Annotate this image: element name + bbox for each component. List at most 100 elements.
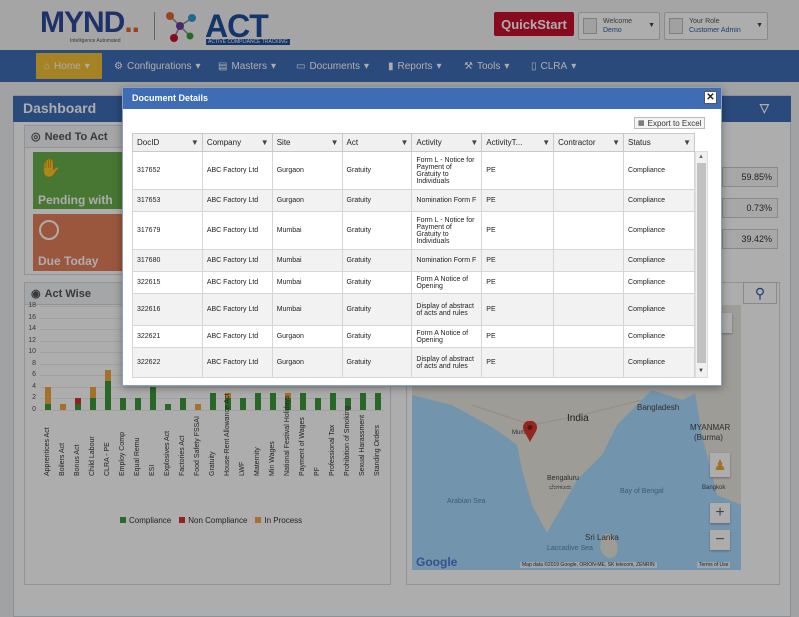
bar-compliance[interactable] <box>224 398 231 410</box>
bar-compliance[interactable] <box>119 398 126 410</box>
filter-icon[interactable]: ▼ <box>330 138 339 147</box>
bar-compliance[interactable] <box>329 392 336 410</box>
table-row[interactable]: 317680 ABC Factory Ltd Mumbai Gratuity Nomin… <box>132 249 695 272</box>
zoom-out-button[interactable]: − <box>710 530 730 550</box>
y-tick-label: 8 <box>32 359 36 367</box>
bar-compliance[interactable] <box>164 404 171 410</box>
table-row[interactable]: 322622 ABC Factory Ltd Gurgaon Gratuity Disp… <box>132 347 695 378</box>
bar-compliance[interactable] <box>74 404 81 410</box>
role-value: Customer Admin <box>689 27 741 34</box>
nav-masters[interactable]: ▤ Masters ▾ <box>218 60 277 72</box>
nav-home[interactable]: ⌂ Home ▾ <box>36 53 102 79</box>
act-tagline: ACTIVE COMPLIANCE TRACKING <box>206 39 290 45</box>
y-tick-label: 0 <box>32 406 36 413</box>
table-cell: Form L - Notice for Payment of Gratuity … <box>411 151 483 190</box>
bar-compliance[interactable] <box>254 392 261 410</box>
bar-compliance[interactable] <box>104 381 111 410</box>
column-header[interactable]: DocID ▼ <box>132 133 203 152</box>
welcome-user-menu[interactable]: Welcome Demo ▼ <box>578 12 660 40</box>
bar-in-process[interactable] <box>44 386 51 405</box>
bar-compliance[interactable] <box>89 398 96 410</box>
bar-compliance[interactable] <box>344 398 351 410</box>
column-header[interactable]: Activity ▼ <box>411 133 483 152</box>
table-cell: 317653 <box>132 189 203 212</box>
bar-non-compliance[interactable] <box>74 398 81 405</box>
table-row[interactable]: 317652 ABC Factory Ltd Gurgaon Gratuity Form… <box>132 151 695 190</box>
bar-compliance[interactable] <box>284 398 291 410</box>
filter-icon[interactable]: ▼ <box>190 138 199 147</box>
bar-compliance[interactable] <box>134 398 141 410</box>
column-header[interactable]: Company ▼ <box>201 133 273 152</box>
nav-reports[interactable]: ▮ Reports ▾ <box>388 60 442 72</box>
map-label-laccadive: Laccadive Sea <box>547 545 593 552</box>
bar-compliance[interactable] <box>299 392 306 410</box>
bar-in-process[interactable] <box>89 386 96 399</box>
table-cell: Gratuity <box>341 293 413 326</box>
table-row[interactable]: 317679 ABC Factory Ltd Mumbai Gratuity Form … <box>132 211 695 250</box>
bar-in-process[interactable] <box>224 392 231 399</box>
bar-in-process[interactable] <box>59 404 66 410</box>
role-menu[interactable]: Your Role Customer Admin ▼ <box>664 12 768 40</box>
bar-compliance[interactable] <box>179 398 186 410</box>
pending-with-tile[interactable]: ✋ Pending with <box>33 152 123 209</box>
welcome-user: Demo <box>603 27 622 34</box>
table-cell <box>553 211 625 250</box>
zoom-in-button[interactable]: + <box>710 503 730 523</box>
clock-icon <box>39 220 59 240</box>
filter-icon[interactable]: ▼ <box>542 138 551 147</box>
legend-item[interactable]: In Process <box>255 516 302 525</box>
column-header[interactable]: Status ▼ <box>623 133 695 152</box>
excel-icon: ▦ <box>638 120 645 127</box>
filter-icon[interactable]: ▼ <box>260 138 269 147</box>
bar-compliance[interactable] <box>239 398 246 410</box>
due-today-tile[interactable]: Due Today <box>33 214 123 271</box>
legend-swatch <box>179 517 186 523</box>
nav-tools[interactable]: ⚒ Tools ▾ <box>464 60 510 72</box>
bar-in-process[interactable] <box>104 369 111 382</box>
close-button[interactable]: ✕ <box>704 91 717 104</box>
table-row[interactable]: 322616 ABC Factory Ltd Mumbai Gratuity Displ… <box>132 293 695 326</box>
nav-configurations[interactable]: ⚙ Configurations ▾ <box>114 60 201 72</box>
export-to-excel-button[interactable]: ▦ Export to Excel <box>634 117 706 129</box>
table-cell: Gratuity <box>341 347 413 378</box>
filter-icon[interactable]: ▼ <box>470 138 479 147</box>
nav-clra[interactable]: ▯ CLRA ▾ <box>531 60 577 72</box>
table-cell: Form A Notice of Opening <box>411 325 483 348</box>
bar-compliance[interactable] <box>269 392 276 410</box>
nav-documents[interactable]: ▭ Documents ▾ <box>296 60 370 72</box>
table-row[interactable]: 317653 ABC Factory Ltd Gurgaon Gratuity Nomi… <box>132 189 695 212</box>
bar-in-process[interactable] <box>284 392 291 399</box>
legend-item[interactable]: Compliance <box>120 516 171 525</box>
table-cell: Nomination Form F <box>411 189 483 212</box>
legend-item[interactable]: Non Compliance <box>179 516 247 525</box>
column-header[interactable]: Contractor ▼ <box>553 133 625 152</box>
document-grid: DocID ▼ Company ▼ Site ▼ Act ▼ Activity ▼ Activity… <box>132 133 695 378</box>
filter-icon[interactable]: ▽ <box>759 101 769 115</box>
pegman-icon[interactable]: ♟ <box>710 453 730 477</box>
filter-icon[interactable]: ▼ <box>400 138 409 147</box>
bar-compliance[interactable] <box>209 392 216 410</box>
column-header[interactable]: ActivityT... ▼ <box>481 133 555 152</box>
y-tick-label: 6 <box>32 371 36 379</box>
table-row[interactable]: 322615 ABC Factory Ltd Mumbai Gratuity Form … <box>132 271 695 294</box>
location-pin-icon[interactable]: ⚲ <box>743 282 777 304</box>
map-marker-icon[interactable] <box>523 421 537 443</box>
scroll-up-icon[interactable]: ▲ <box>698 154 704 160</box>
scroll-down-icon[interactable]: ▼ <box>698 368 704 374</box>
bar-compliance[interactable] <box>44 404 51 410</box>
map-terms-link[interactable]: Terms of Use <box>697 562 731 568</box>
folder-icon: ▭ <box>296 60 306 72</box>
quickstart-button[interactable]: QuickStart <box>494 12 574 36</box>
bar-in-process[interactable] <box>194 404 201 410</box>
chart-y-axis: 0 2 4 6 8 10 12 14 16 18 <box>24 302 44 416</box>
bar-compliance[interactable] <box>374 392 381 410</box>
column-header[interactable]: Site ▼ <box>271 133 343 152</box>
table-row[interactable]: 322621 ABC Factory Ltd Gurgaon Gratuity Form… <box>132 325 695 348</box>
bar-compliance[interactable] <box>359 392 366 410</box>
column-header[interactable]: Act ▼ <box>341 133 413 152</box>
filter-icon[interactable]: ▼ <box>612 138 621 147</box>
bar-compliance[interactable] <box>149 386 156 410</box>
filter-icon[interactable]: ▼ <box>683 138 691 147</box>
grid-scrollbar-thumb[interactable] <box>697 163 706 363</box>
bar-compliance[interactable] <box>314 398 321 410</box>
